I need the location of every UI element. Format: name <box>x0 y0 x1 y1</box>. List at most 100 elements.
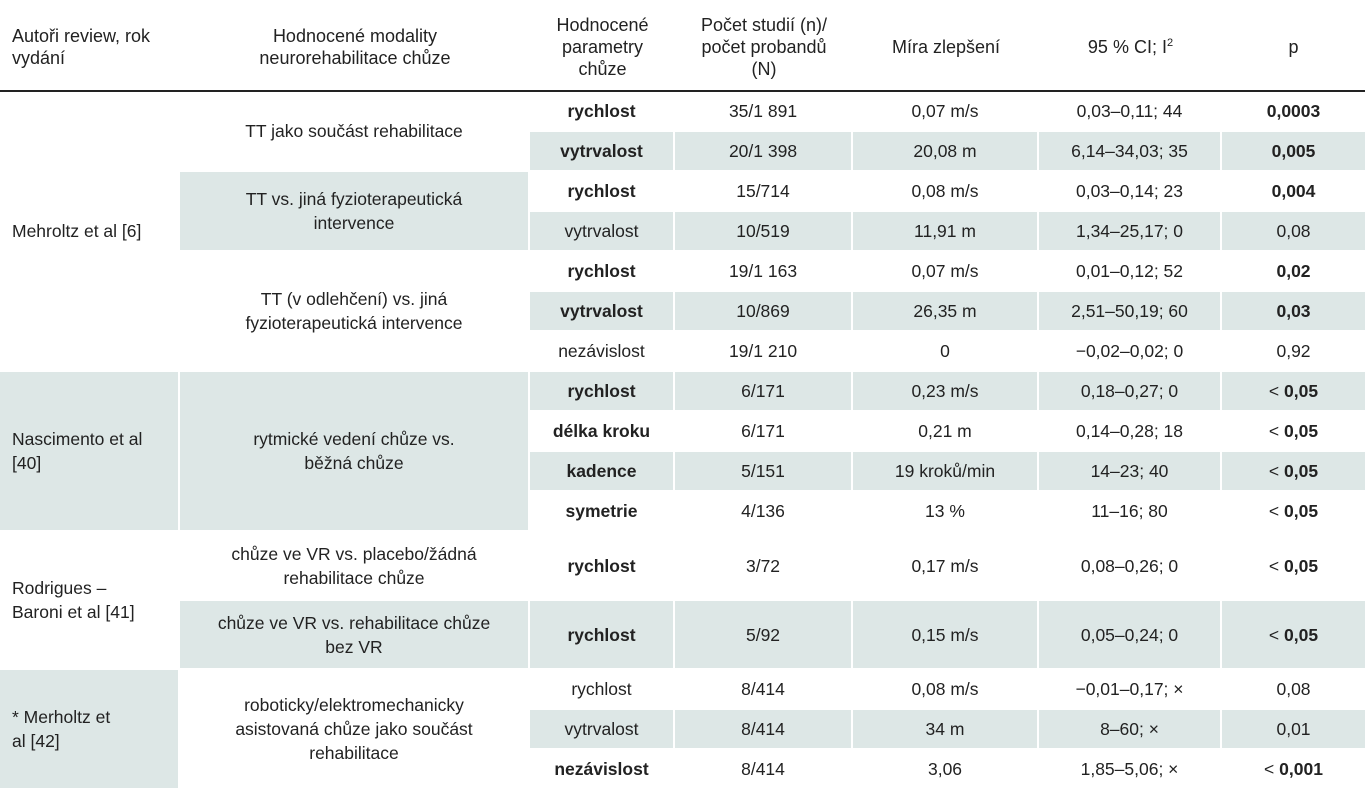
param-cell: rychlost <box>530 92 675 132</box>
p-value: 0,05 <box>1284 381 1319 401</box>
ci-cell: 14–23; 40 <box>1039 452 1222 492</box>
param-cell: nezávislost <box>530 750 675 790</box>
p-value-cell: < 0,001 <box>1222 750 1365 790</box>
p-value-cell: 0,02 <box>1222 252 1365 292</box>
ci-cell: 0,03–0,14; 23 <box>1039 172 1222 212</box>
ci-cell: 1,34–25,17; 0 <box>1039 212 1222 252</box>
param-cell: kadence <box>530 452 675 492</box>
table-row: TT vs. jiná fyzioterapeutická intervence… <box>0 172 1365 252</box>
p-value: 0,05 <box>1284 501 1319 521</box>
study-count-cell: 19/1 210 <box>675 332 853 372</box>
p-prefix: < <box>1268 381 1285 401</box>
author-cell: Rodrigues – Baroni et al [41] <box>0 532 180 670</box>
study-count-cell: 10/869 <box>675 292 853 332</box>
study-count-cell: 19/1 163 <box>675 252 853 292</box>
p-value-cell: < 0,05 <box>1222 532 1365 601</box>
header-study-count: Počet studií (n)/ počet probandů (N) <box>675 0 853 92</box>
p-value-cell: 0,92 <box>1222 332 1365 372</box>
header-ci-text: 95 % CI; I <box>1087 37 1167 57</box>
improvement-cell: 0,23 m/s <box>853 372 1039 412</box>
param-cell: vytrvalost <box>530 710 675 750</box>
modality-cell: roboticky/elektromechanicky asistovaná c… <box>180 670 530 790</box>
study-count-cell: 8/414 <box>675 710 853 750</box>
improvement-cell: 20,08 m <box>853 132 1039 172</box>
study-count-cell: 5/92 <box>675 601 853 670</box>
study-count-cell: 5/151 <box>675 452 853 492</box>
p-value-cell: 0,08 <box>1222 212 1365 252</box>
ci-cell: −0,02–0,02; 0 <box>1039 332 1222 372</box>
p-value-cell: 0,005 <box>1222 132 1365 172</box>
author-cell: Mehroltz et al [6] <box>0 92 180 372</box>
p-prefix: < <box>1264 759 1280 779</box>
param-cell: rychlost <box>530 372 675 412</box>
table-row: Nascimento et al [40] rytmické vedení ch… <box>0 372 1365 532</box>
p-prefix: < <box>1268 624 1285 645</box>
param-cell: rychlost <box>530 252 675 292</box>
p-prefix: < <box>1268 421 1285 441</box>
param-cell: vytrvalost <box>530 132 675 172</box>
study-count-cell: 4/136 <box>675 492 853 532</box>
header-modalities: Hodnocené modality neurorehabilitace chů… <box>180 0 530 92</box>
improvement-cell: 19 kroků/min <box>853 452 1039 492</box>
author-cell: * Merholtz et al [42] <box>0 670 180 790</box>
improvement-cell: 0,17 m/s <box>853 532 1039 601</box>
p-value: 0,05 <box>1284 421 1319 441</box>
study-count-cell: 20/1 398 <box>675 132 853 172</box>
p-value-cell: < 0,05 <box>1222 372 1365 412</box>
ci-cell: 0,18–0,27; 0 <box>1039 372 1222 412</box>
improvement-cell: 13 % <box>853 492 1039 532</box>
p-prefix: < <box>1268 461 1285 481</box>
table-row: délka kroku 6/171 0,21 m 0,14–0,28; 18 <… <box>0 412 1365 452</box>
ci-cell: 11–16; 80 <box>1039 492 1222 532</box>
improvement-cell: 0,07 m/s <box>853 252 1039 292</box>
study-count-cell: 15/714 <box>675 172 853 212</box>
p-value-cell: 0,01 <box>1222 710 1365 750</box>
p-value-cell: 0,03 <box>1222 292 1365 332</box>
param-cell: vytrvalost <box>530 212 675 252</box>
study-count-cell: 6/171 <box>675 412 853 452</box>
param-cell: rychlost <box>530 670 675 710</box>
ci-cell: 0,01–0,12; 52 <box>1039 252 1222 292</box>
ci-cell: −0,01–0,17; × <box>1039 670 1222 710</box>
improvement-cell: 0 <box>853 332 1039 372</box>
param-cell: symetrie <box>530 492 675 532</box>
study-count-cell: 8/414 <box>675 750 853 790</box>
table-row: nezávislost 19/1 210 0 −0,02–0,02; 0 0,9… <box>0 332 1365 372</box>
header-ci: 95 % CI; I2 <box>1039 0 1222 92</box>
modality-cell: chůze ve VR vs. placebo/žádná rehabilita… <box>180 532 530 601</box>
ci-cell: 0,03–0,11; 44 <box>1039 92 1222 132</box>
modality-cell: chůze ve VR vs. rehabilitace chůze bez V… <box>180 601 530 670</box>
p-value: 0,05 <box>1284 555 1319 576</box>
improvement-cell: 34 m <box>853 710 1039 750</box>
ci-cell: 0,14–0,28; 18 <box>1039 412 1222 452</box>
table-row: symetrie 4/136 13 % 11–16; 80 < 0,05 <box>0 492 1365 532</box>
ci-cell: 8–60; × <box>1039 710 1222 750</box>
improvement-cell: 26,35 m <box>853 292 1039 332</box>
improvement-cell: 3,06 <box>853 750 1039 790</box>
p-value-cell: 0,08 <box>1222 670 1365 710</box>
study-count-cell: 10/519 <box>675 212 853 252</box>
improvement-cell: 0,07 m/s <box>853 92 1039 132</box>
p-value: 0,05 <box>1284 624 1319 645</box>
table-row: chůze ve VR vs. rehabilitace chůze bez V… <box>0 601 1365 670</box>
p-value-cell: < 0,05 <box>1222 601 1365 670</box>
p-value-cell: 0,0003 <box>1222 92 1365 132</box>
improvement-cell: 0,15 m/s <box>853 601 1039 670</box>
table-row: TT (v odlehčení) vs. jiná fyzioterapeuti… <box>0 252 1365 372</box>
table-row: nezávislost 8/414 3,06 1,85–5,06; × < 0,… <box>0 750 1365 790</box>
p-value-cell: 0,004 <box>1222 172 1365 212</box>
modality-cell: rytmické vedení chůze vs. běžná chůze <box>180 372 530 532</box>
table-row: Rodrigues – Baroni et al [41] chůze ve V… <box>0 532 1365 670</box>
param-cell: rychlost <box>530 601 675 670</box>
improvement-cell: 0,21 m <box>853 412 1039 452</box>
table-row: * Merholtz et al [42] roboticky/elektrom… <box>0 670 1365 790</box>
improvement-cell: 11,91 m <box>853 212 1039 252</box>
table-row: Mehroltz et al [6] TT jako součást rehab… <box>0 92 1365 372</box>
ci-cell: 6,14–34,03; 35 <box>1039 132 1222 172</box>
p-value: 0,05 <box>1284 461 1319 481</box>
param-cell: rychlost <box>530 532 675 601</box>
study-count-cell: 3/72 <box>675 532 853 601</box>
study-count-cell: 35/1 891 <box>675 92 853 132</box>
improvement-cell: 0,08 m/s <box>853 172 1039 212</box>
improvement-cell: 0,08 m/s <box>853 670 1039 710</box>
